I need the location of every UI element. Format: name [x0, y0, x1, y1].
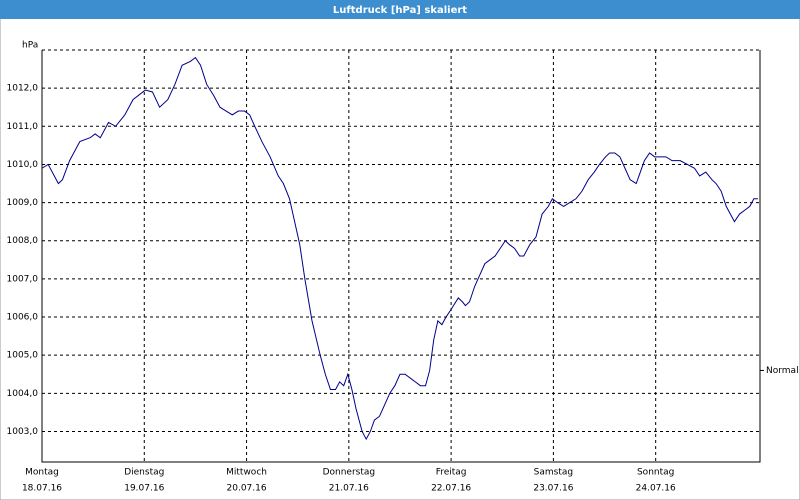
x-tick-date: 24.07.16 — [636, 484, 676, 494]
x-tick-label: Sonntag — [637, 468, 674, 478]
y-tick-label: 1007,0 — [7, 274, 39, 284]
data-line — [41, 56, 758, 441]
x-tick-date: 22.07.16 — [431, 484, 471, 494]
y-unit-label: hPa — [22, 41, 38, 51]
x-tick-date: 18.07.16 — [22, 484, 62, 494]
x-tick-label: Freitag — [436, 468, 467, 478]
y-tick-label: 1010,0 — [7, 160, 39, 170]
title-bar — [0, 0, 800, 19]
y-tick-label: 1009,0 — [7, 198, 39, 208]
x-tick-date: 19.07.16 — [124, 484, 164, 494]
y-tick-label: 1003,0 — [7, 427, 39, 437]
x-tick-date: 21.07.16 — [329, 484, 369, 494]
y-tick-label: 1011,0 — [7, 122, 39, 132]
x-tick-date: 23.07.16 — [533, 484, 573, 494]
y-tick-label: 1008,0 — [7, 236, 39, 246]
x-tick-label: Dienstag — [124, 468, 164, 478]
x-tick-label: Mittwoch — [226, 468, 267, 478]
x-tick-label: Samstag — [534, 468, 573, 478]
x-tick-label: Montag — [25, 468, 59, 478]
annotation-label: Normal — [766, 366, 799, 376]
x-tick-label: Donnerstag — [323, 468, 376, 478]
y-tick-label: 1006,0 — [7, 313, 39, 323]
y-tick-label: 1005,0 — [7, 351, 39, 361]
x-tick-date: 20.07.16 — [227, 484, 267, 494]
y-tick-label: 1004,0 — [7, 389, 39, 399]
window-title: Luftdruck [hPa] skaliert — [333, 5, 467, 16]
y-tick-label: 1012,0 — [7, 84, 39, 94]
plot-axes — [41, 50, 761, 463]
